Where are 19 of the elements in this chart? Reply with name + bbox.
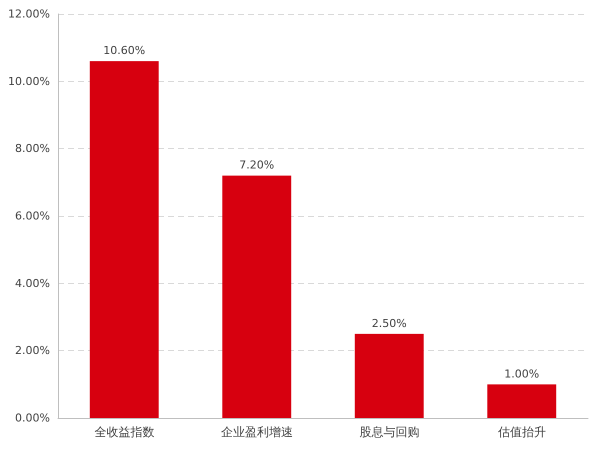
bar [487, 384, 556, 418]
data-label: 10.60% [103, 44, 146, 58]
x-tick-label: 全收益指数 [94, 425, 154, 439]
y-tick-label: 0.00% [15, 412, 50, 424]
data-label: 7.20% [239, 158, 274, 172]
y-tick-label: 8.00% [15, 142, 50, 156]
data-label: 2.50% [372, 316, 407, 330]
bar [222, 176, 292, 418]
y-tick-label: 2.00% [15, 344, 50, 358]
y-tick-label: 4.00% [15, 276, 50, 290]
x-tick-label: 企业盈利增速 [220, 425, 293, 439]
bar [90, 61, 159, 418]
x-tick-label: 股息与回购 [359, 425, 420, 439]
y-tick-label: 12.00% [8, 8, 50, 20]
x-tick-label: 估值抬升 [496, 425, 546, 439]
y-tick-label: 6.00% [15, 210, 50, 222]
data-label: 1.00% [504, 367, 540, 380]
y-tick-label: 10.00% [8, 74, 50, 88]
bar [354, 334, 424, 418]
